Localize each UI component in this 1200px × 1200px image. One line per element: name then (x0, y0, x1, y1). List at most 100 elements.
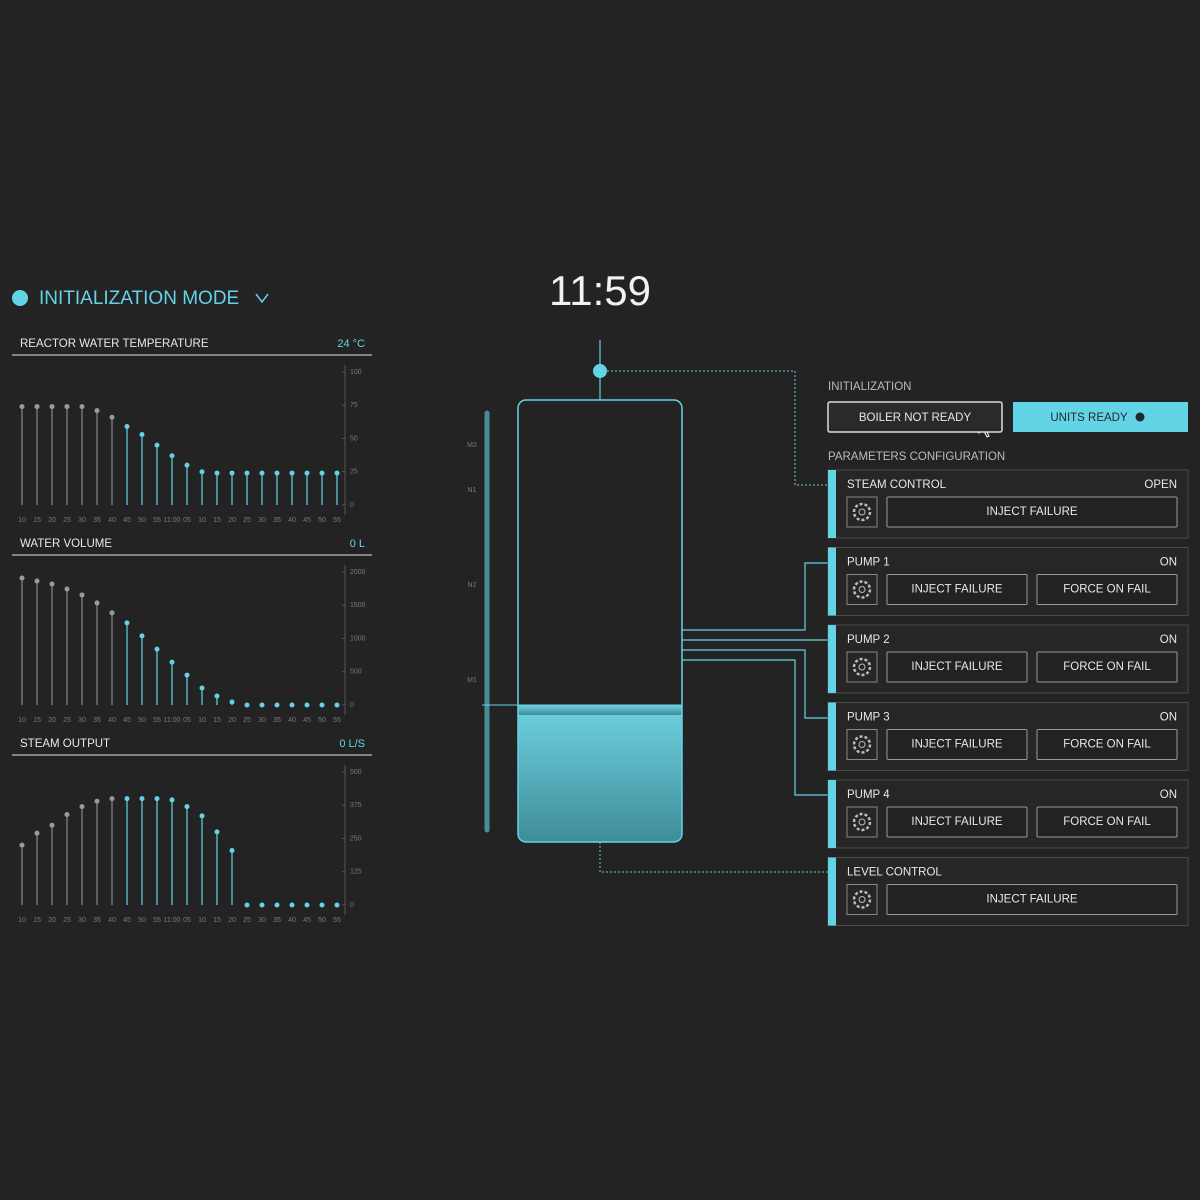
y-tick-label: 500 (350, 669, 362, 676)
x-tick-label: 30 (258, 517, 266, 524)
button[interactable]: BOILER NOT READY (827, 401, 1003, 433)
gear-frame (846, 884, 878, 915)
check-icon (1135, 412, 1145, 422)
unit-name: PUMP 1 (847, 557, 890, 569)
y-tick-label: 0 (350, 702, 354, 709)
action-button[interactable]: INJECT FAILURE (886, 496, 1178, 528)
action-button[interactable]: INJECT FAILURE (886, 806, 1028, 838)
x-tick-label: 35 (273, 717, 281, 724)
chart-title: STEAM OUTPUT (20, 738, 110, 750)
settings-button[interactable] (846, 806, 878, 838)
lollipop-dot (199, 813, 205, 819)
action-button[interactable]: FORCE ON FAIL (1036, 651, 1178, 683)
x-tick-label: 50 (138, 717, 146, 724)
unit-status: ON (1160, 557, 1177, 569)
x-tick-label: 55 (153, 917, 161, 924)
x-tick-label: 45 (303, 717, 311, 724)
action-button[interactable]: INJECT FAILURE (886, 729, 1028, 760)
x-tick-label: 50 (138, 517, 146, 524)
lollipop-dot (259, 902, 265, 908)
gear-hole (858, 663, 866, 671)
lollipop-dot (49, 581, 55, 587)
x-tick-label: 20 (48, 917, 56, 924)
x-tick-label: 10 (18, 517, 26, 524)
x-tick-label: 30 (78, 717, 86, 724)
settings-button[interactable] (846, 651, 878, 683)
x-tick-label: 40 (108, 517, 116, 524)
button-frame (886, 806, 1028, 838)
x-tick-label: 45 (123, 517, 131, 524)
x-tick-label: 30 (258, 917, 266, 924)
gear-icon (852, 580, 872, 599)
mode-dot (12, 290, 28, 306)
lollipop-dot (34, 830, 40, 836)
action-button[interactable]: FORCE ON FAIL (1036, 729, 1178, 760)
mode-chevron[interactable] (255, 293, 269, 304)
mode-title[interactable]: INITIALIZATION MODE (39, 288, 239, 309)
gear-hole (858, 896, 866, 903)
button-frame (827, 401, 1003, 433)
panel-accent (828, 702, 836, 771)
lollipop-dot (229, 470, 235, 476)
lollipop-dot (64, 586, 70, 592)
x-tick-label: 35 (273, 917, 281, 924)
unit-panel: PUMP 1 ON INJECT FAILURE FORCE ON FAIL (827, 547, 1189, 616)
lollipop-dot (109, 796, 115, 802)
action-button[interactable]: INJECT FAILURE (886, 651, 1028, 683)
x-tick-label: 40 (108, 917, 116, 924)
x-tick-label: 40 (108, 717, 116, 724)
lollipop-dot (259, 470, 265, 476)
lollipop-dot (184, 804, 190, 810)
lollipop-dot (109, 610, 115, 616)
lollipop-dot (289, 902, 295, 908)
lollipop-dot (334, 902, 340, 908)
x-tick-label: 15 (33, 717, 41, 724)
x-tick-label: 05 (183, 717, 191, 724)
lollipop-dot (199, 469, 205, 475)
gear-frame (846, 496, 878, 528)
gear-icon (852, 735, 872, 754)
lollipop-dot (124, 620, 130, 626)
x-tick-label: 55 (333, 517, 341, 524)
x-tick-label: 45 (123, 717, 131, 724)
x-tick-label: 20 (48, 717, 56, 724)
lollipop-dot (34, 404, 40, 410)
action-button[interactable]: FORCE ON FAIL (1036, 574, 1178, 605)
lollipop-dot (214, 829, 220, 835)
lollipop-dot (139, 633, 145, 639)
lollipop-dot (139, 796, 145, 802)
button[interactable]: UNITS READY (1013, 402, 1188, 432)
lollipop-dot (19, 404, 25, 410)
y-tick-label: 50 (350, 435, 358, 442)
action-button[interactable]: INJECT FAILURE (886, 574, 1028, 605)
lollipop-dot (124, 796, 130, 802)
x-tick-label: 40 (288, 717, 296, 724)
settings-button[interactable] (846, 496, 878, 528)
lollipop-dot (319, 470, 325, 476)
unit-name: PUMP 4 (847, 789, 890, 801)
x-tick-label: 45 (303, 517, 311, 524)
x-tick-label: 45 (303, 917, 311, 924)
settings-button[interactable] (846, 884, 878, 915)
gear-frame (846, 729, 878, 760)
lollipop-dot (79, 592, 85, 598)
unit-panel: PUMP 2 ON INJECT FAILURE FORCE ON FAIL (827, 624, 1189, 694)
button-frame (1036, 729, 1178, 760)
y-tick-label: 1500 (350, 602, 366, 609)
x-tick-label: 55 (333, 917, 341, 924)
button-label: FORCE ON FAIL (1063, 816, 1151, 828)
chart-title: WATER VOLUME (20, 538, 112, 550)
gear-hole (858, 818, 866, 826)
panel-accent (828, 780, 836, 848)
lollipop-dot (19, 575, 25, 581)
lollipop-dot (94, 408, 100, 414)
lollipop-dot (154, 442, 160, 448)
settings-button[interactable] (846, 574, 878, 605)
action-button[interactable]: FORCE ON FAIL (1036, 806, 1178, 838)
button-label: BOILER NOT READY (859, 412, 972, 424)
gear-icon (852, 657, 872, 677)
panel-accent (828, 547, 836, 616)
settings-button[interactable] (846, 729, 878, 760)
section-title: PARAMETERS CONFIGURATION (828, 451, 1005, 463)
action-button[interactable]: INJECT FAILURE (886, 884, 1178, 915)
